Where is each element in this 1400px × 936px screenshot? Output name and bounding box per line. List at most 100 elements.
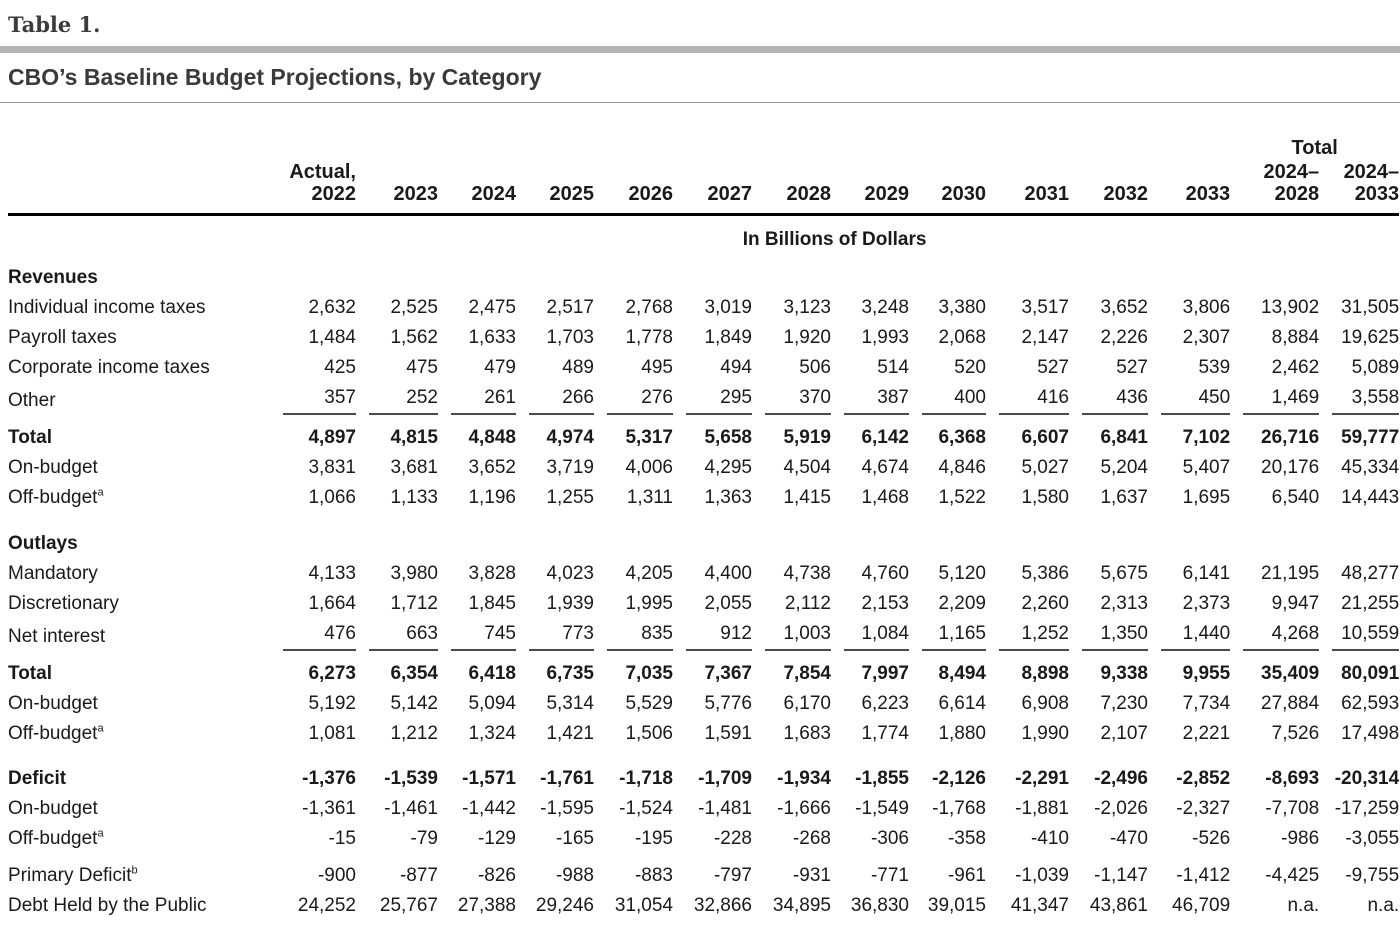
cell-value: 27,388 xyxy=(457,894,516,916)
cell: -1,412 xyxy=(1148,861,1230,891)
total-group-header: Total xyxy=(1291,137,1338,159)
cell-value: 1,522 xyxy=(938,486,986,508)
cell: 2,068 xyxy=(909,323,986,353)
cell: 476 xyxy=(270,619,356,655)
cell-value: -20,314 xyxy=(1334,767,1400,789)
cell: 520 xyxy=(909,353,986,383)
cell-value: 1,468 xyxy=(861,486,909,508)
spacer-cell xyxy=(8,854,1399,861)
cell: 276 xyxy=(594,383,673,419)
cell: 2,517 xyxy=(516,293,594,323)
cell: 1,845 xyxy=(438,589,516,619)
cell: -771 xyxy=(831,861,909,891)
cell: 1,637 xyxy=(1069,483,1148,513)
cell: 1,081 xyxy=(270,719,356,749)
cell: 43,861 xyxy=(1069,891,1148,921)
cell: 1,522 xyxy=(909,483,986,513)
cell-value: 1,774 xyxy=(861,722,909,744)
cell: 489 xyxy=(516,353,594,383)
cell-value: 59,777 xyxy=(1341,426,1400,448)
cell: 59,777 xyxy=(1319,419,1399,453)
cell-value: 476 xyxy=(283,623,356,651)
table-row: Total 6,273 6,354 6,418 6,735 7,035 7,367 7,854… xyxy=(8,655,1399,689)
table-row: Discretionary 1,664 1,712 1,845 1,939 1,995 2,… xyxy=(8,589,1399,619)
table-row: Payroll taxes 1,484 1,562 1,633 1,703 1,778 1,… xyxy=(8,323,1399,353)
cell-value: 4,846 xyxy=(938,456,986,478)
cell: 5,094 xyxy=(438,689,516,719)
cell: 3,681 xyxy=(356,453,438,483)
table-row: On-budget 3,831 3,681 3,652 3,719 4,006 4,295 4… xyxy=(8,453,1399,483)
cell: 4,815 xyxy=(356,419,438,453)
table-row: Individual income taxes 2,632 2,525 2,475 2,… xyxy=(8,293,1399,323)
cell: 41,347 xyxy=(986,891,1069,921)
cell: 4,268 xyxy=(1230,619,1320,655)
cell: 1,562 xyxy=(356,323,438,353)
cell-value: 7,997 xyxy=(861,662,909,684)
cell: -17,259 xyxy=(1319,794,1399,824)
cell: -2,291 xyxy=(986,764,1069,794)
cell-value: 2,068 xyxy=(938,326,986,348)
cell: -797 xyxy=(673,861,752,891)
cell-value: -1,666 xyxy=(777,797,831,819)
cell: 1,255 xyxy=(516,483,594,513)
header-corner xyxy=(8,161,270,216)
cell-value: 4,974 xyxy=(546,426,594,448)
cell: 1,703 xyxy=(516,323,594,353)
cell: 1,133 xyxy=(356,483,438,513)
cell-value: 5,094 xyxy=(468,692,516,714)
cell-value: 26,716 xyxy=(1261,426,1320,448)
cell: 425 xyxy=(270,353,356,383)
cell-value: 6,614 xyxy=(938,692,986,714)
cell: -1,595 xyxy=(516,794,594,824)
row-label: Off-budgeta xyxy=(8,722,104,744)
cell-value: 4,738 xyxy=(783,562,831,584)
cell-value: 41,347 xyxy=(1010,894,1069,916)
cell: n.a. xyxy=(1319,891,1399,921)
cell: 1,920 xyxy=(752,323,831,353)
cell: 4,738 xyxy=(752,559,831,589)
cell-value: 4,295 xyxy=(704,456,752,478)
cell-value: 31,505 xyxy=(1341,296,1400,318)
cell: -526 xyxy=(1148,824,1230,854)
cell: 24,252 xyxy=(270,891,356,921)
cell-value: 1,695 xyxy=(1182,486,1231,508)
cell-value: 5,142 xyxy=(390,692,438,714)
cell-value: 2,462 xyxy=(1271,356,1320,378)
cell-value: 4,815 xyxy=(390,426,438,448)
cell-value: 4,848 xyxy=(468,426,516,448)
cell-value: 29,246 xyxy=(535,894,594,916)
cell: 5,142 xyxy=(356,689,438,719)
cell: -306 xyxy=(831,824,909,854)
section-row: Outlays xyxy=(8,528,1399,559)
cell-value: -165 xyxy=(555,827,594,849)
cell-value: -826 xyxy=(477,864,516,886)
cell-value: -526 xyxy=(1192,827,1231,849)
cell-value: 3,719 xyxy=(546,456,594,478)
cell-value: 495 xyxy=(641,356,673,378)
cell: 21,195 xyxy=(1230,559,1319,589)
cell-value: 13,902 xyxy=(1261,296,1320,318)
cell: 17,498 xyxy=(1319,719,1399,749)
col-header-12: 2024– 2028 xyxy=(1230,161,1320,216)
cell-value: 46,709 xyxy=(1172,894,1231,916)
cell-value: 4,023 xyxy=(546,562,594,584)
cell-value: 2,313 xyxy=(1100,592,1148,614)
cell-value: 1,880 xyxy=(938,722,986,744)
cell: -1,539 xyxy=(356,764,438,794)
cell-value: -268 xyxy=(792,827,831,849)
col-header-7: 2029 xyxy=(831,161,909,216)
cell-value: 6,735 xyxy=(546,662,594,684)
table-row: On-budget -1,361 -1,461 -1,442 -1,595 -1,524 -… xyxy=(8,794,1399,824)
cell: 25,767 xyxy=(356,891,438,921)
section-label: Revenues xyxy=(8,266,98,288)
cell: 2,373 xyxy=(1148,589,1231,619)
cell-value: -306 xyxy=(870,827,909,849)
cell-value: 6,841 xyxy=(1100,426,1148,448)
cell-value: 5,386 xyxy=(1021,562,1069,584)
cell: 370 xyxy=(752,383,831,419)
cell: -1,481 xyxy=(673,794,752,824)
cell: 7,526 xyxy=(1230,719,1320,749)
cell-value: 2,153 xyxy=(861,592,909,614)
cell-value: 3,123 xyxy=(783,296,831,318)
cell-value: 2,209 xyxy=(938,592,986,614)
